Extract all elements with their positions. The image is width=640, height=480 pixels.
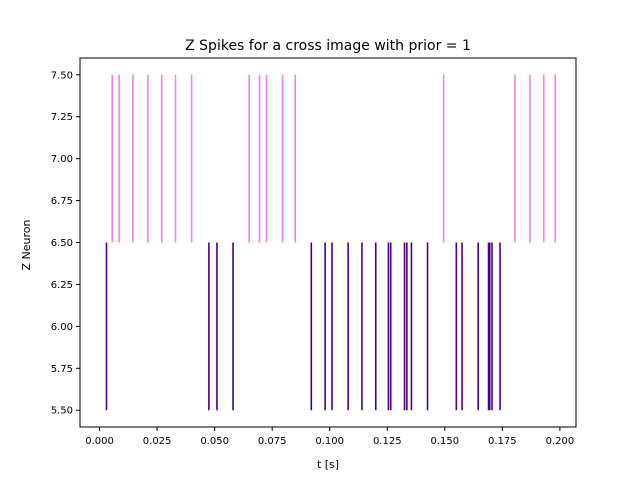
chart-title: Z Spikes for a cross image with prior = … bbox=[185, 38, 471, 54]
x-axis-label: t [s] bbox=[317, 458, 339, 471]
y-tick-label: 7.25 bbox=[51, 112, 73, 123]
x-axis-ticks: 0.000 0.025 0.050 0.075 0.100 0.125 0.150 0.175… bbox=[85, 427, 574, 447]
x-tick-label: 0.050 bbox=[200, 436, 229, 447]
y-tick-label: 6.50 bbox=[51, 238, 73, 249]
y-axis-ticks: 5.50 5.75 6.00 6.25 6.50 6.75 7.00 7.25 7.50 bbox=[51, 70, 80, 417]
x-tick-label: 0.125 bbox=[373, 436, 402, 447]
x-tick-label: 0.200 bbox=[546, 436, 575, 447]
y-tick-label: 6.75 bbox=[51, 196, 73, 207]
x-tick-label: 0.025 bbox=[143, 436, 172, 447]
x-tick-label: 0.000 bbox=[85, 436, 114, 447]
y-tick-label: 5.75 bbox=[51, 364, 73, 375]
y-tick-label: 6.25 bbox=[51, 280, 73, 291]
plot-frame bbox=[79, 57, 577, 428]
y-axis-label: Z Neuron bbox=[20, 219, 33, 270]
y-tick-label: 5.50 bbox=[51, 406, 73, 417]
y-tick-label: 7.50 bbox=[51, 70, 73, 81]
y-tick-label: 6.00 bbox=[51, 322, 73, 333]
spike-events bbox=[105, 74, 557, 411]
x-tick-label: 0.100 bbox=[315, 436, 344, 447]
y-tick-label: 7.00 bbox=[51, 154, 73, 165]
x-tick-label: 0.175 bbox=[488, 436, 517, 447]
x-tick-label: 0.075 bbox=[258, 436, 287, 447]
x-tick-label: 0.150 bbox=[430, 436, 459, 447]
